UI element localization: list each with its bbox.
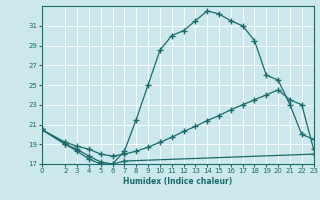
X-axis label: Humidex (Indice chaleur): Humidex (Indice chaleur) — [123, 177, 232, 186]
